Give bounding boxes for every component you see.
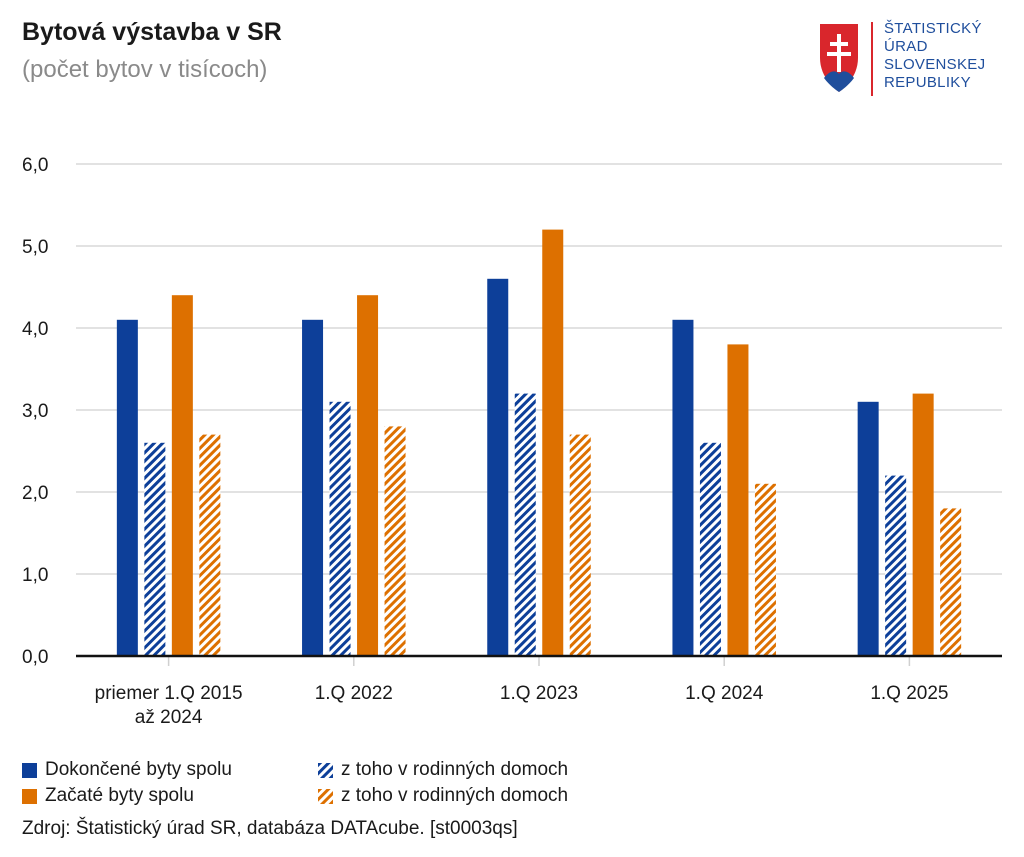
bar-completed xyxy=(672,319,694,656)
coat-of-arms-icon xyxy=(820,24,858,92)
gridlines xyxy=(76,163,1002,666)
logo-text: ŠTATISTICKÝ ÚRAD SLOVENSKEJ REPUBLIKY xyxy=(884,20,985,92)
bar-started-family xyxy=(569,434,591,656)
logo-divider xyxy=(871,22,873,96)
bars xyxy=(116,229,962,656)
bar-completed xyxy=(487,278,509,656)
bar-started xyxy=(357,295,379,656)
axis-labels: 0,0 1,0 2,0 3,0 4,0 5,0 6,0 priemer 1.Q 2015 až … xyxy=(22,155,1002,728)
legend-label-started: Začaté byty spolu xyxy=(45,785,194,806)
legend-item-started: Začaté byty spolu xyxy=(22,785,194,807)
x-tick-label: až 2024 xyxy=(135,707,203,728)
bar-started-family xyxy=(940,508,962,656)
chart-title: Bytová výstavba v SR xyxy=(22,18,282,46)
legend-swatch-completed xyxy=(22,762,37,778)
bar-started-family xyxy=(754,483,776,656)
bar-started xyxy=(912,393,934,656)
bar-started-family xyxy=(199,434,221,656)
legend-swatch-completed-family xyxy=(318,762,333,778)
logo-line-2: ÚRAD xyxy=(884,38,928,55)
y-tick-label: 5,0 xyxy=(22,237,48,258)
bar-started xyxy=(727,344,749,656)
bar-completed xyxy=(302,319,324,656)
bar-chart: 0,0 1,0 2,0 3,0 4,0 5,0 6,0 priemer 1.Q 2015 až … xyxy=(22,155,1002,728)
legend-swatch-started xyxy=(22,788,37,804)
bar-completed-family xyxy=(514,393,536,656)
bar-started xyxy=(542,229,564,656)
logo-line-4: REPUBLIKY xyxy=(884,74,971,91)
logo-line-3: SLOVENSKEJ xyxy=(884,56,986,73)
x-tick-label: 1.Q 2025 xyxy=(870,683,948,704)
legend-label-completed: Dokončené byty spolu xyxy=(45,759,232,780)
bar-completed-family xyxy=(885,475,907,656)
legend-item-started-family: z toho v rodinných domoch xyxy=(318,785,568,807)
legend-label-started-family: z toho v rodinných domoch xyxy=(341,785,569,806)
x-tick-label: 1.Q 2022 xyxy=(315,683,393,704)
x-tick-label: priemer 1.Q 2015 xyxy=(95,683,243,704)
y-tick-label: 0,0 xyxy=(22,647,48,668)
legend-label-completed-family: z toho v rodinných domoch xyxy=(341,759,569,780)
y-tick-label: 3,0 xyxy=(22,401,48,422)
y-tick-label: 6,0 xyxy=(22,155,48,176)
y-tick-label: 1,0 xyxy=(22,565,48,586)
legend-swatch-started-family xyxy=(318,788,333,804)
bar-completed-family xyxy=(144,442,166,656)
x-tick-label: 1.Q 2023 xyxy=(500,683,578,704)
bar-completed xyxy=(857,401,879,656)
logo-line-1: ŠTATISTICKÝ xyxy=(884,20,982,37)
bar-started xyxy=(171,295,193,656)
bar-completed-family xyxy=(329,401,351,656)
chart-subtitle: (počet bytov v tisícoch) xyxy=(22,56,268,83)
bar-started-family xyxy=(384,426,406,656)
y-tick-label: 4,0 xyxy=(22,319,48,340)
x-tick-label: 1.Q 2024 xyxy=(685,683,764,704)
y-tick-label: 2,0 xyxy=(22,483,48,504)
source-note: Zdroj: Štatistický úrad SR, databáza DAT… xyxy=(22,818,518,839)
bar-completed-family xyxy=(699,442,721,656)
bar-completed xyxy=(116,319,138,656)
legend-item-completed-family: z toho v rodinných domoch xyxy=(318,759,568,781)
legend-item-completed: Dokončené byty spolu xyxy=(22,759,232,781)
